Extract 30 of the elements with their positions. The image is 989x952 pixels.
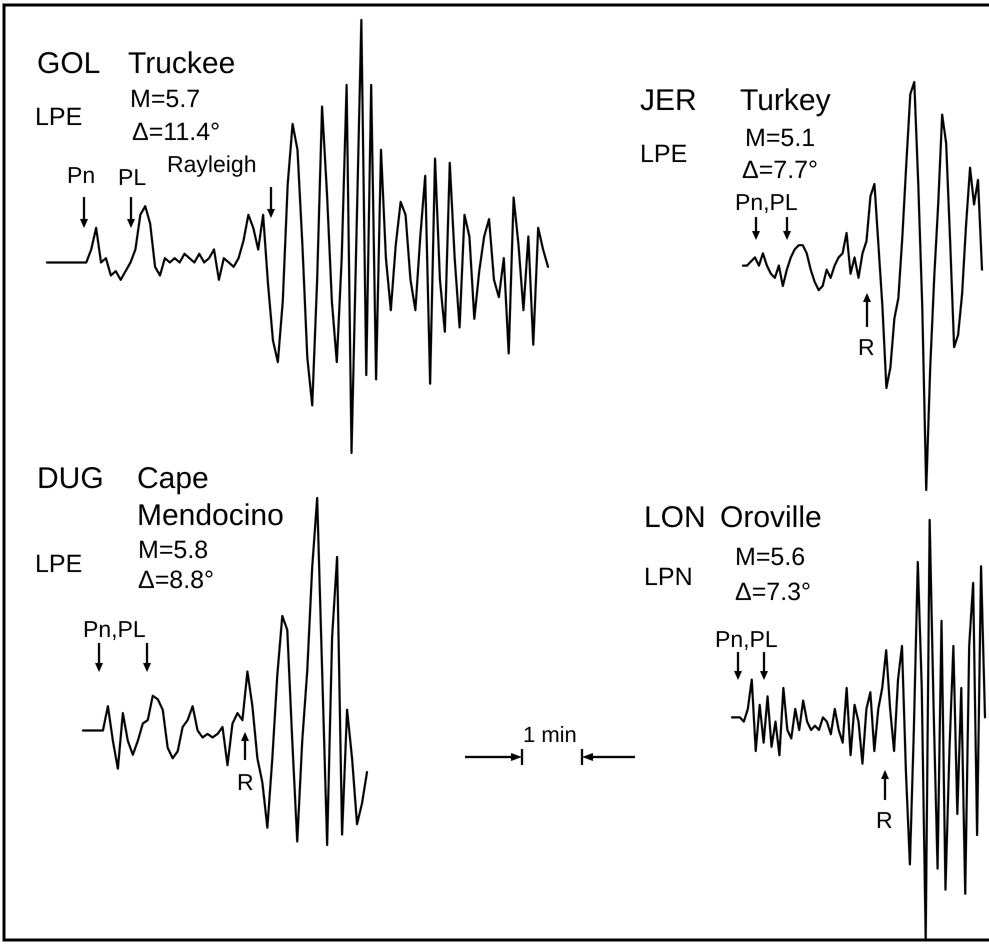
- annotation: Pn,PL: [735, 189, 798, 215]
- chart-subtitle: Cape Mendocino: [137, 462, 284, 532]
- annotation: Rayleigh: [167, 151, 256, 177]
- annotation: R: [858, 334, 875, 360]
- chart-title: LON: [644, 501, 706, 534]
- text: Truckee: [128, 47, 236, 80]
- annotation: Δ=11.4°: [132, 118, 220, 146]
- text: GOL: [37, 47, 100, 80]
- annotation: Pn,PL: [83, 616, 146, 642]
- annotation: M=5.8: [138, 536, 208, 564]
- annotation: M=5.7: [130, 85, 200, 113]
- annotation: Δ=7.3°: [735, 578, 812, 606]
- annotation: M=5.6: [735, 543, 806, 571]
- y-axis-title: LPE: [35, 550, 82, 578]
- chart-subtitle: Turkey: [740, 84, 831, 117]
- annotation: Δ=8.8°: [138, 566, 214, 594]
- annotation: Δ=7.7°: [742, 156, 818, 184]
- annotation: R: [876, 807, 893, 833]
- chart-subtitle: Oroville: [720, 501, 822, 534]
- chart-title: DUG: [37, 462, 104, 495]
- annotation: R: [237, 769, 254, 795]
- annotation: PL: [118, 164, 146, 190]
- annotation: M=5.1: [745, 124, 816, 152]
- y-axis-title: LPE: [640, 140, 688, 168]
- chart-title: JER: [640, 84, 697, 117]
- y-axis-title: LPE: [35, 103, 82, 131]
- annotation: Pn,PL: [715, 626, 778, 652]
- y-axis-title: LPN: [644, 563, 693, 591]
- annotation: Pn: [67, 162, 96, 188]
- text: 1 min: [523, 722, 577, 747]
